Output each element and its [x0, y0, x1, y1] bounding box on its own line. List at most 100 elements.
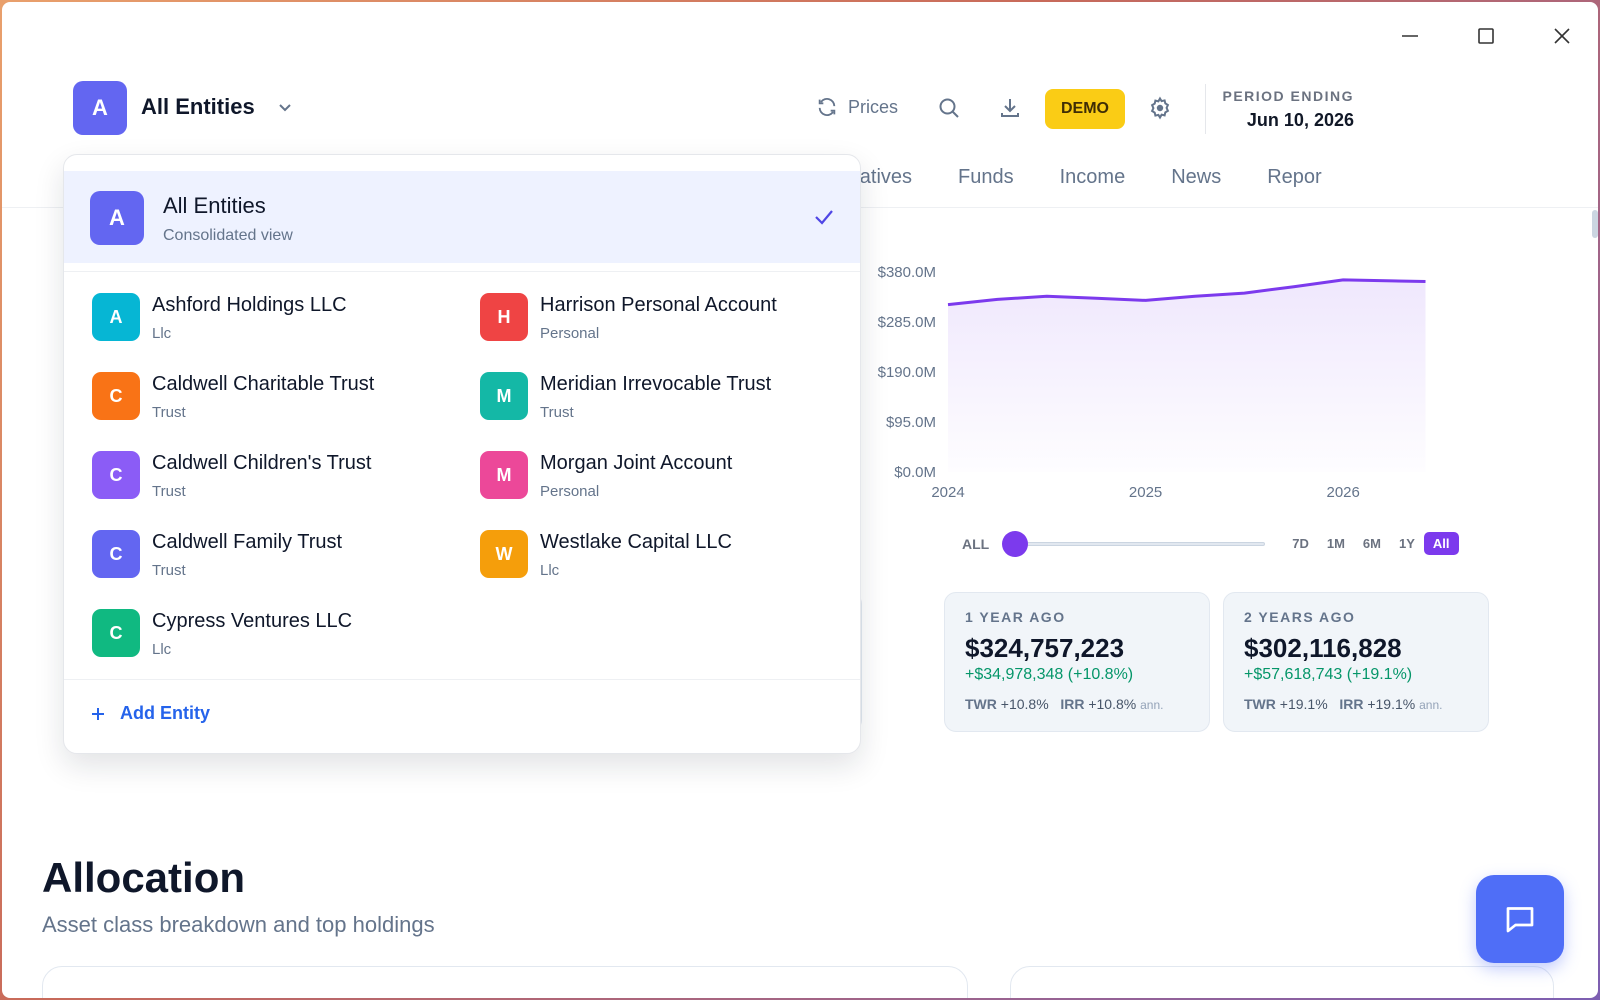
dropdown-option-entity[interactable]: M Morgan Joint Account Personal [480, 451, 860, 511]
add-entity-button[interactable]: Add Entity [90, 703, 210, 724]
stat-value: $324,757,223 [965, 633, 1125, 663]
dropdown-option-entity[interactable]: W Westlake Capital LLC Llc [480, 530, 860, 590]
period-ending-label: PERIOD ENDING [1222, 88, 1354, 104]
range-1y-button[interactable]: 1Y [1398, 536, 1415, 551]
entity-name: Morgan Joint Account [540, 452, 733, 474]
gear-icon [1150, 96, 1170, 120]
entity-type: Trust [152, 562, 186, 579]
dropdown-option-entity[interactable]: C Caldwell Family Trust Trust [92, 530, 472, 590]
entity-name: Caldwell Family Trust [152, 531, 343, 553]
dropdown-divider [64, 679, 860, 680]
entity-avatar: C [92, 530, 140, 578]
twr-label: TWR [1244, 696, 1276, 712]
stat-change: +$34,978,348 (+10.8%) [965, 666, 1134, 683]
irr-value: +19.1% [1367, 696, 1416, 712]
annualized-label: ann. [1419, 698, 1443, 712]
entity-avatar: C [92, 372, 140, 420]
annualized-label: ann. [1140, 698, 1164, 712]
demo-badge[interactable]: DEMO [1045, 89, 1125, 129]
search-button[interactable] [937, 96, 961, 120]
y-tick-label: $285.0M [878, 314, 936, 331]
range-slider-handle[interactable] [1002, 530, 1029, 557]
entity-avatar[interactable]: A [73, 81, 127, 135]
option-title: All Entities [163, 193, 266, 218]
entity-avatar: C [92, 451, 140, 499]
allocation-card-left [42, 966, 968, 998]
entity-type: Llc [152, 641, 172, 658]
chat-icon [1506, 907, 1534, 933]
entity-avatar: A [92, 293, 140, 341]
dropdown-option-entity[interactable]: C Cypress Ventures LLC Llc [92, 609, 472, 669]
header-divider [1205, 84, 1206, 134]
x-tick-label: 2024 [931, 484, 964, 501]
dropdown-option-entity[interactable]: C Caldwell Children's Trust Trust [92, 451, 472, 511]
y-tick-label: $95.0M [886, 414, 936, 431]
range-1m-button[interactable]: 1M [1326, 536, 1345, 551]
range-slider[interactable] [1002, 530, 1266, 557]
stat-returns: TWR +10.8% IRR +10.8% ann. [965, 696, 1189, 712]
tab-income[interactable]: Income [1059, 166, 1126, 188]
irr-label: IRR [1339, 696, 1364, 712]
maximize-icon[interactable] [1466, 20, 1506, 52]
entity-avatar: M [480, 372, 528, 420]
stat-value: $302,116,828 [1244, 633, 1402, 663]
twr-value: +19.1% [1279, 696, 1328, 712]
entity-name: Caldwell Children's Trust [152, 452, 372, 474]
stat-card-1-year[interactable]: 1 YEAR AGO $324,757,223 +$34,978,348 (+1… [944, 592, 1210, 732]
prices-button[interactable]: Prices [816, 96, 898, 118]
range-buttons: 7D 1M 6M 1Y All [1283, 532, 1459, 555]
search-icon [939, 98, 959, 118]
dropdown-option-entity[interactable]: M Meridian Irrevocable Trust Trust [480, 372, 860, 432]
scrollbar-thumb[interactable] [1592, 210, 1598, 238]
x-tick-label: 2026 [1327, 484, 1360, 501]
close-icon[interactable] [1542, 20, 1582, 52]
tab-reports[interactable]: Repor [1267, 166, 1322, 188]
chevron-down-icon[interactable] [276, 99, 294, 122]
download-icon [1001, 99, 1019, 117]
dropdown-option-entity[interactable]: A Ashford Holdings LLC Llc [92, 293, 472, 353]
entity-name: Harrison Personal Account [540, 294, 777, 316]
dropdown-divider [64, 271, 860, 272]
allocation-card-right [1010, 966, 1554, 998]
download-button[interactable] [998, 96, 1022, 120]
stat-label: 1 YEAR AGO [965, 609, 1066, 625]
tab-funds[interactable]: Funds [958, 166, 1014, 188]
plus-icon [92, 707, 104, 720]
chat-button[interactable] [1476, 875, 1564, 963]
minimize-icon[interactable] [1390, 20, 1430, 52]
settings-button[interactable] [1148, 96, 1172, 120]
check-icon [815, 210, 833, 225]
range-selector: ALL 7D 1M 6M 1Y All [962, 530, 1459, 557]
refresh-icon [818, 98, 836, 116]
nav-tabs: rnatives Funds Income News Repor [842, 166, 1368, 189]
entity-avatar: H [480, 293, 528, 341]
range-7d-button[interactable]: 7D [1292, 536, 1309, 551]
tab-news[interactable]: News [1171, 166, 1222, 188]
twr-value: +10.8% [1000, 696, 1049, 712]
entity-name: Westlake Capital LLC [540, 531, 732, 553]
entity-avatar: W [480, 530, 528, 578]
range-6m-button[interactable]: 6M [1362, 536, 1381, 551]
dropdown-option-entity[interactable]: C Caldwell Charitable Trust Trust [92, 372, 472, 432]
portfolio-value-chart: $380.0M $285.0M $190.0M $95.0M $0.0M 2024 2025… [878, 264, 1426, 501]
x-tick-label: 2025 [1129, 484, 1162, 501]
entity-name: Cypress Ventures LLC [152, 610, 353, 632]
irr-value: +10.8% [1088, 696, 1137, 712]
stat-change: +$57,618,743 (+19.1%) [1244, 666, 1413, 683]
period-ending-value[interactable]: Jun 10, 2026 [1246, 110, 1354, 130]
y-tick-label: $190.0M [878, 364, 936, 381]
entity-avatar: M [480, 451, 528, 499]
y-tick-label: $0.0M [894, 464, 936, 481]
stat-returns: TWR +19.1% IRR +19.1% ann. [1244, 696, 1468, 712]
allocation-title: Allocation [42, 854, 246, 901]
stat-card-2-years[interactable]: 2 YEARS AGO $302,116,828 +$57,618,743 (+… [1223, 592, 1489, 732]
entity-type: Trust [152, 404, 186, 421]
twr-label: TWR [965, 696, 997, 712]
dropdown-option-entity[interactable]: H Harrison Personal Account Personal [480, 293, 860, 353]
range-all-button[interactable]: All [1423, 532, 1459, 555]
entity-type: Trust [540, 404, 574, 421]
dropdown-option-all-entities[interactable]: A All Entities Consolidated view [64, 171, 860, 263]
add-entity-label: Add Entity [120, 703, 210, 723]
entity-selector-title[interactable]: All Entities [141, 94, 255, 119]
